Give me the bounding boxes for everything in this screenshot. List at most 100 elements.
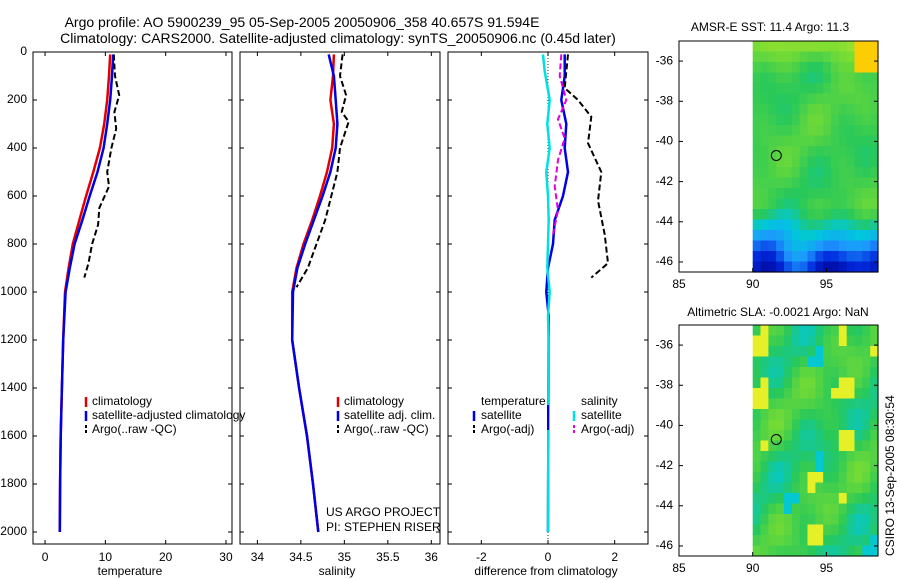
heatmap-cell [862, 240, 871, 252]
heatmap-cell [752, 346, 762, 358]
x-tick-label: 95 [820, 277, 834, 291]
heatmap-cell [815, 240, 824, 252]
heatmap-cell [823, 135, 832, 147]
heatmap-cell [862, 261, 871, 273]
legend-label-argo: Argo(..raw -QC) [344, 422, 429, 436]
y-tick-label: 800 [7, 236, 27, 250]
heatmap-cell [846, 261, 856, 273]
heatmap-cell [823, 503, 832, 515]
heatmap-cell [768, 524, 777, 536]
heatmap-cell [846, 472, 856, 484]
heatmap-cell [784, 451, 793, 463]
x-tick-label: 34.5 [289, 550, 313, 564]
heatmap-cell [862, 72, 871, 84]
heatmap-cell [791, 251, 801, 263]
heatmap-cell [823, 146, 832, 158]
argo-location-marker [770, 150, 782, 161]
heatmap-cell [807, 325, 816, 337]
heatmap-cell [846, 51, 856, 63]
heatmap-cell [870, 367, 879, 379]
heatmap-cell [823, 451, 832, 463]
heatmap-cell [823, 493, 832, 505]
heatmap-cell [838, 451, 848, 463]
heatmap-cell [823, 356, 832, 368]
heatmap-cell [799, 346, 809, 358]
heatmap-cell [768, 135, 777, 147]
heatmap-cell [760, 451, 769, 463]
heatmap-cell [815, 230, 824, 242]
heatmap-cell [831, 409, 840, 421]
heatmap-cell [854, 346, 863, 358]
heatmap-cell [854, 472, 863, 484]
heatmap-cell [862, 125, 871, 137]
heatmap-cell [752, 114, 762, 126]
heatmap-cell [760, 114, 769, 126]
heatmap-cell [776, 346, 785, 358]
heatmap-cell [768, 451, 777, 463]
heatmap-cell [752, 472, 762, 484]
heatmap-cell [760, 356, 769, 368]
heatmap-cell [846, 545, 856, 557]
heatmap-cell [838, 177, 848, 189]
heatmap-cell [768, 167, 777, 179]
heatmap-cell [846, 135, 856, 147]
x-tick-label: -2 [476, 550, 487, 564]
heatmap-cell [854, 514, 863, 526]
heatmap-cell [838, 367, 848, 379]
heatmap-cell [862, 198, 871, 210]
heatmap-cell [776, 325, 785, 337]
heatmap-cell [862, 451, 871, 463]
heatmap-cell [799, 472, 809, 484]
heatmap-cell [831, 514, 840, 526]
heatmap-cell [799, 514, 809, 526]
heatmap-cell [799, 545, 809, 557]
heatmap-cell [815, 535, 824, 547]
legend-label-climatology: climatology [92, 394, 152, 408]
x-tick-label: 85 [672, 277, 686, 291]
heatmap-cell [846, 251, 856, 263]
heatmap-cell [815, 51, 824, 63]
heatmap-cell [815, 104, 824, 116]
heatmap-cell [831, 398, 840, 410]
heatmap-cell [799, 430, 809, 442]
heatmap-cell [870, 219, 879, 231]
heatmap-cell [784, 377, 793, 389]
heatmap-cell [799, 325, 809, 337]
heatmap-cell [862, 493, 871, 505]
heatmap-cell [815, 156, 824, 168]
heatmap-cell [784, 261, 793, 273]
heatmap-cell [815, 472, 824, 484]
heatmap-cell [768, 114, 777, 126]
legend-title-temperature: temperature [481, 394, 546, 408]
heatmap-cell [815, 451, 824, 463]
heatmap-cell [752, 209, 762, 221]
legend-label-temp-argo: Argo(-adj) [481, 422, 534, 436]
heatmap-cell [807, 261, 816, 273]
heatmap-cell [768, 377, 777, 389]
heatmap-cell [784, 41, 793, 53]
heatmap-cell [807, 51, 816, 63]
heatmap-cell [776, 503, 785, 515]
heatmap-cell [768, 62, 777, 74]
heatmap-cell [776, 188, 785, 200]
heatmap-cell [831, 377, 840, 389]
heatmap-cell [807, 409, 816, 421]
heatmap-cell [807, 545, 816, 557]
heatmap-cell [799, 261, 809, 273]
heatmap-cell [854, 356, 863, 368]
heatmap-cell [815, 388, 824, 400]
heatmap-cell [799, 251, 809, 263]
heatmap-cell [784, 72, 793, 84]
x-tick-label: 90 [746, 561, 760, 575]
y-tick-label: 200 [7, 92, 27, 106]
heatmap-cell [760, 545, 769, 557]
heatmap-cell [768, 198, 777, 210]
heatmap-cell [752, 367, 762, 379]
heatmap-cell [862, 325, 871, 337]
heatmap-cell [846, 83, 856, 95]
series-line-temperature-satellite [545, 54, 570, 533]
heatmap-cell [854, 335, 863, 347]
heatmap-cell [862, 419, 871, 431]
heatmap-cell [807, 156, 816, 168]
heatmap-cell [815, 114, 824, 126]
